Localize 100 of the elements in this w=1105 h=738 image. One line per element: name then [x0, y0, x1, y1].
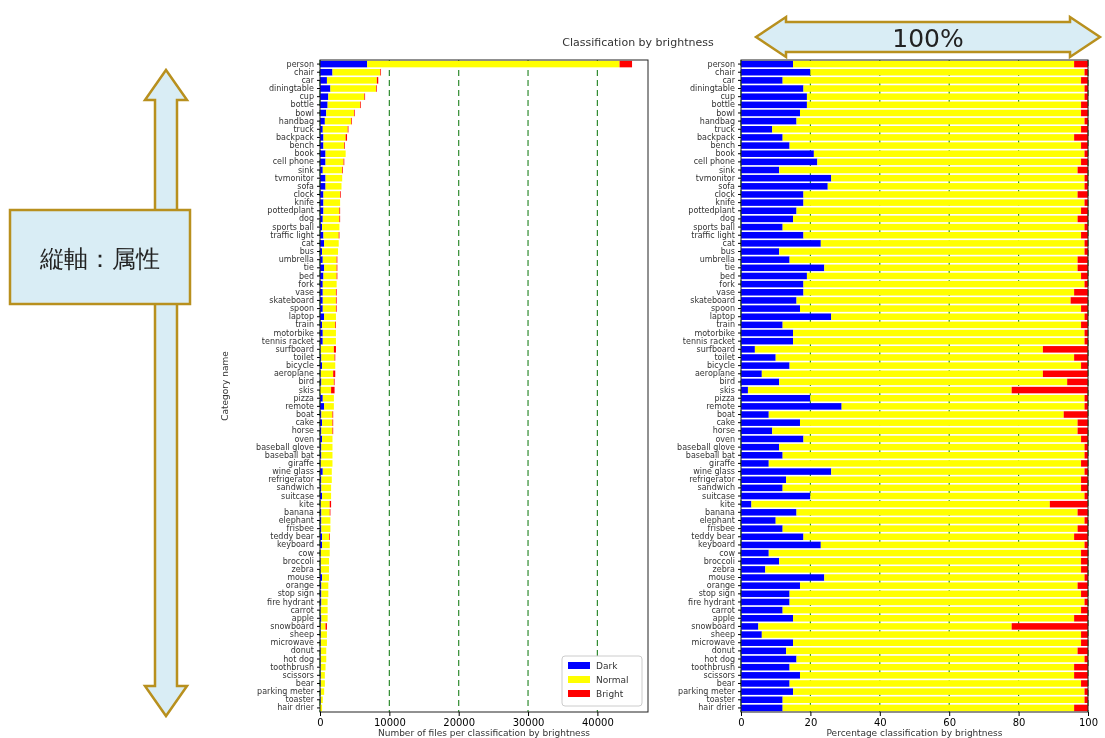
y-tick-label: aeroplane — [694, 369, 736, 379]
y-tick-label: tennis racket — [682, 336, 735, 346]
y-tick-label: broccoli — [703, 556, 735, 566]
y-tick-label: bird — [719, 377, 735, 387]
y-tick-label: clock — [714, 190, 736, 200]
y-tick-label: remote — [285, 401, 315, 411]
y-tick-label: sink — [718, 165, 736, 175]
y-tick-label: tvmonitor — [274, 173, 315, 183]
y-tick-label: bear — [716, 679, 736, 689]
y-tick-label: skateboard — [269, 295, 314, 305]
y-tick-label: elephant — [278, 516, 314, 526]
y-tick-label: train — [716, 320, 735, 330]
y-tick-label: person — [707, 59, 735, 69]
y-tick-label: stop sign — [277, 589, 314, 599]
y-tick-label: donut — [290, 646, 314, 656]
y-tick-label: snowboard — [691, 621, 735, 631]
y-tick-label: apple — [712, 613, 736, 623]
y-tick-label: cell phone — [693, 157, 736, 167]
y-tick-label: truck — [714, 124, 736, 134]
y-tick-label: dog — [719, 214, 735, 224]
y-tick-label: suitcase — [281, 491, 315, 501]
y-tick-label: pottedplant — [688, 206, 735, 216]
y-tick-label: fire hydrant — [688, 597, 735, 607]
x-tick-label: 40000 — [581, 717, 614, 729]
y-tick-label: broccoli — [282, 556, 314, 566]
y-tick-label: fire hydrant — [267, 597, 314, 607]
legend-label: Normal — [596, 675, 629, 685]
y-tick-label: toilet — [714, 353, 735, 363]
y-tick-label: bus — [299, 247, 314, 257]
x-tick-label: 60 — [943, 717, 957, 729]
y-tick-label: pottedplant — [267, 206, 314, 216]
y-tick-label: chair — [715, 67, 736, 77]
y-tick-label: clock — [293, 190, 315, 200]
y-tick-label: cup — [299, 92, 314, 102]
y-tick-label: chair — [294, 67, 315, 77]
legend-label: Dark — [596, 661, 619, 671]
y-tick-label: banana — [284, 507, 315, 517]
y-tick-label: parking meter — [678, 687, 736, 697]
y-tick-label: giraffe — [709, 458, 736, 468]
y-tick-label: laptop — [288, 312, 314, 322]
x-tick-label: 40 — [873, 717, 887, 729]
y-tick-label: handbag — [699, 116, 735, 126]
y-tick-label: bowl — [716, 108, 735, 118]
y-tick-label: diningtable — [268, 84, 315, 94]
y-tick-label: carrot — [711, 605, 735, 615]
y-tick-label: book — [715, 149, 736, 159]
y-tick-label: person — [286, 59, 314, 69]
x-tick-label: 0 — [738, 717, 745, 729]
y-tick-label: toilet — [293, 353, 314, 363]
y-tick-label: tennis racket — [261, 336, 314, 346]
y-tick-label: hair drier — [698, 703, 736, 713]
y-tick-label: baseball bat — [264, 450, 314, 460]
y-tick-label: banana — [705, 507, 736, 517]
y-tick-label: bottle — [290, 100, 315, 110]
y-tick-label: knife — [715, 198, 736, 208]
y-tick-label: sofa — [297, 181, 315, 191]
x-tick-label: 30000 — [512, 717, 545, 729]
y-tick-label: baseball bat — [685, 450, 735, 460]
y-tick-label: parking meter — [257, 687, 315, 697]
y-tick-label: carrot — [290, 605, 314, 615]
y-tick-label: bus — [720, 247, 735, 257]
y-tick-label: mouse — [708, 573, 736, 583]
y-tick-label: sports ball — [272, 222, 314, 232]
y-tick-label: boat — [295, 410, 314, 420]
y-tick-label: frisbee — [286, 524, 315, 534]
y-tick-label: laptop — [709, 312, 735, 322]
y-tick-label: scissors — [282, 670, 314, 680]
y-tick-label: apple — [291, 613, 315, 623]
y-tick-label: handbag — [278, 116, 314, 126]
y-tick-label: vase — [295, 287, 315, 297]
y-tick-label: frisbee — [707, 524, 736, 534]
y-tick-label: bottle — [711, 100, 736, 110]
y-tick-label: stop sign — [698, 589, 735, 599]
y-tick-label: kite — [299, 499, 315, 509]
y-tick-label: motorbike — [694, 328, 736, 338]
y-tick-label: boat — [716, 410, 735, 420]
text: 100% — [892, 24, 964, 53]
y-tick-label: skis — [719, 385, 735, 395]
y-tick-label: sports ball — [693, 222, 735, 232]
x-tick-label: 10000 — [373, 717, 406, 729]
x-axis-title: Percentage classification by brightness — [826, 728, 1003, 738]
y-tick-label: surfboard — [696, 344, 735, 354]
y-tick-label: umbrella — [278, 255, 315, 265]
y-tick-label: sheep — [289, 630, 314, 640]
y-tick-label: motorbike — [273, 328, 315, 338]
y-tick-label: car — [722, 75, 736, 85]
y-tick-label: cell phone — [272, 157, 315, 167]
y-tick-label: zebra — [291, 564, 315, 574]
y-tick-label: bed — [298, 271, 314, 281]
y-tick-label: baseball glove — [256, 442, 315, 452]
y-tick-label: bird — [298, 377, 314, 387]
y-tick-label: skis — [298, 385, 314, 395]
y-tick-label: bicycle — [707, 361, 736, 371]
y-tick-label: dog — [298, 214, 314, 224]
y-tick-label: traffic light — [691, 230, 735, 240]
y-tick-label: diningtable — [689, 84, 736, 94]
y-tick-label: scissors — [703, 670, 735, 680]
y-tick-label: cow — [719, 548, 736, 558]
y-axis-title: Category name — [220, 350, 230, 421]
y-tick-label: cat — [722, 238, 735, 248]
